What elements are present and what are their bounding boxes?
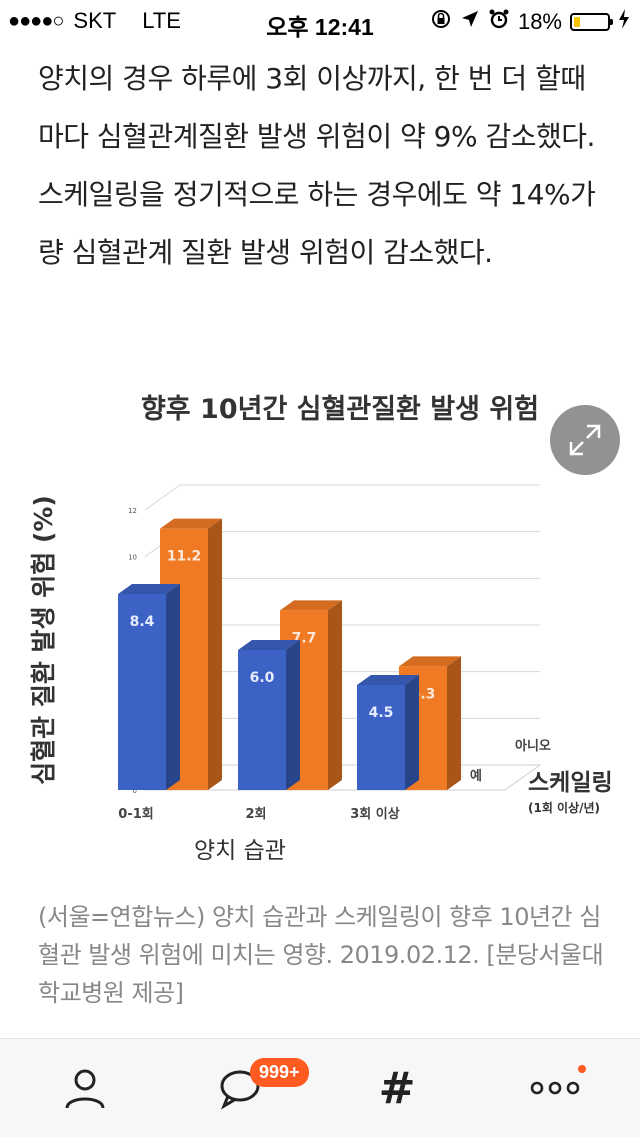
status-time: 오후 12:41 — [266, 14, 374, 40]
charging-bolt-icon — [618, 9, 630, 35]
comments-button[interactable] — [195, 1039, 285, 1137]
bar-yes-2-top — [357, 675, 419, 685]
bar-yes-0-label: 8.4 — [130, 614, 155, 630]
battery-level — [574, 17, 580, 27]
y-tick-label: 0 — [133, 787, 137, 795]
expand-icon — [569, 424, 601, 456]
more-button[interactable] — [510, 1039, 600, 1137]
battery-percent: 18% — [517, 9, 562, 34]
x-axis-label: 양치 습관 — [194, 838, 286, 860]
image-caption: (서울=연합뉴스) 양치 습관과 스케일링이 향후 10년간 심혈관 발생 위험… — [38, 903, 604, 1007]
series-label-no: 아니오 — [515, 738, 551, 754]
x-tick-label: 2회 — [245, 806, 266, 822]
profile-icon — [65, 1069, 105, 1109]
series-label-yes: 예 — [470, 768, 482, 784]
hashtag-icon: # — [378, 1062, 416, 1114]
bar-no-0-top — [160, 518, 222, 529]
notification-dot — [578, 1065, 586, 1073]
bar-no-1-side — [328, 600, 342, 790]
bar-yes-1 — [238, 650, 286, 790]
network-type: LTE — [142, 8, 181, 33]
bottom-navigation: 999+ # — [0, 1038, 640, 1137]
bar-yes-1-top — [238, 640, 300, 650]
location-arrow-icon — [460, 9, 480, 35]
alarm-clock-icon — [488, 8, 510, 36]
bar-no-0-side — [208, 518, 222, 790]
article-paragraph: 양치의 경우 하루에 3회 이상까지, 한 번 더 할때마다 심혈관계질환 발생… — [38, 62, 596, 269]
bar-no-2-side — [447, 656, 461, 790]
x-tick-label: 0-1회 — [118, 806, 153, 822]
bar-yes-1-side — [286, 640, 300, 790]
grid-line-side — [144, 484, 181, 511]
profile-button[interactable] — [40, 1039, 130, 1137]
bar-yes-0-top — [118, 584, 180, 594]
bar-yes-1-label: 6.0 — [250, 670, 275, 686]
bar-yes-0-side — [166, 584, 180, 790]
bar-yes-2 — [357, 685, 405, 790]
more-icon — [530, 1081, 580, 1095]
legend-title: 스케일링 — [528, 770, 613, 796]
bar-yes-2-label: 4.5 — [369, 705, 394, 721]
y-tick-label: 12 — [128, 507, 137, 515]
hashtag-button[interactable]: # — [352, 1039, 442, 1137]
bar-no-2-top — [399, 656, 461, 667]
bar-yes-0 — [118, 594, 166, 790]
chart-title: 향후 10년간 심혈관질환 발생 위험 — [141, 394, 539, 425]
comments-count-badge: 999+ — [250, 1058, 309, 1087]
battery-cap — [610, 19, 613, 25]
expand-image-button[interactable] — [550, 405, 620, 475]
x-tick-label: 3회 이상 — [350, 806, 399, 822]
bar-yes-2-side — [405, 675, 419, 790]
bar-no-1-top — [280, 600, 342, 611]
status-bar: ●●●●○ SKT LTE 오후 12:41 18% — [0, 0, 640, 40]
rotation-lock-icon — [430, 8, 452, 36]
battery-icon — [570, 13, 613, 31]
y-axis-label: 심혈관 질환 발생 위험 (%) — [29, 495, 58, 785]
chart-figure: 향후 10년간 심혈관질환 발생 위험024681012심혈관 질환 발생 위험… — [0, 370, 640, 860]
signal-strength: ●●●●○ — [8, 9, 64, 32]
chart-svg: 향후 10년간 심혈관질환 발생 위험024681012심혈관 질환 발생 위험… — [29, 394, 613, 860]
y-tick-label: 10 — [128, 554, 137, 562]
bar-no-0-label: 11.2 — [167, 549, 202, 565]
legend-subtitle: (1회 이상/년) — [528, 800, 600, 815]
carrier-name: SKT — [73, 8, 117, 33]
